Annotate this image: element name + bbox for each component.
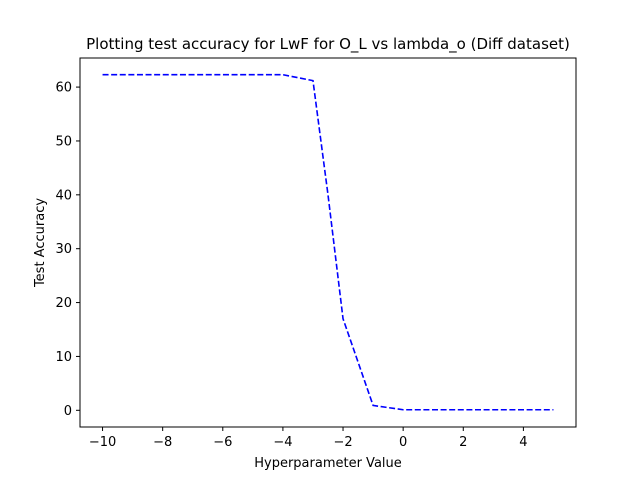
axes-frame: [79, 57, 577, 428]
y-tick-label: 20: [55, 296, 72, 311]
x-tick-label: −2: [333, 435, 352, 450]
x-axis-label: Hyperparameter Value: [254, 456, 402, 471]
plot-area: [102, 73, 554, 411]
x-tick-label: −8: [153, 435, 172, 450]
x-tick-label: −6: [213, 435, 232, 450]
x-axis: −10 −8 −6 −4 −2 0 2 4: [89, 427, 528, 450]
y-tick-label: 10: [55, 350, 72, 365]
y-tick-label: 40: [55, 188, 72, 203]
y-tick-label: 50: [55, 134, 72, 149]
x-tick-label: 0: [399, 435, 407, 450]
chart-title: Plotting test accuracy for LwF for O_L v…: [86, 35, 570, 54]
y-tick-label: 30: [55, 242, 72, 257]
y-tick-label: 0: [64, 404, 72, 419]
x-tick-label: 4: [519, 435, 527, 450]
y-axis-label: Test Accuracy: [33, 198, 48, 288]
y-tick-label: 60: [55, 81, 72, 96]
series-line-0: [102, 73, 554, 411]
x-tick-label: −4: [273, 435, 292, 450]
x-tick-label: −10: [89, 435, 116, 450]
x-tick-label: 2: [459, 435, 467, 450]
y-axis: 0 10 20 30 40 50 60: [55, 81, 80, 419]
